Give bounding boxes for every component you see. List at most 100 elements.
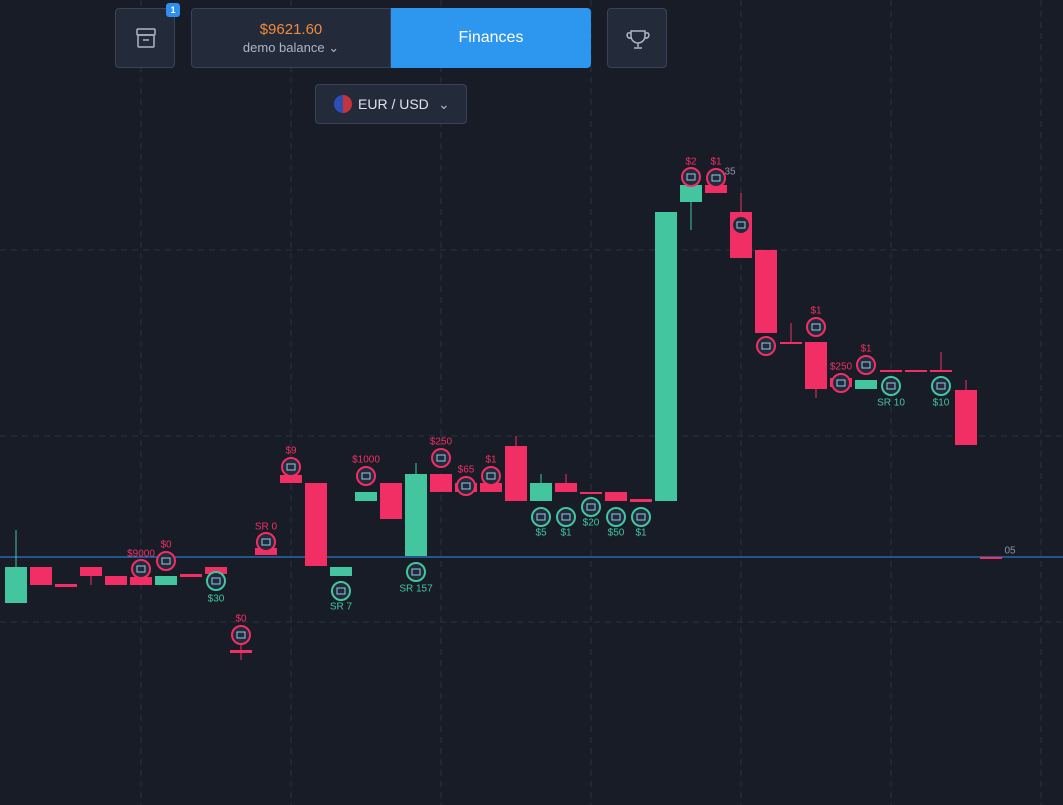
candle-body	[755, 250, 777, 333]
trade-marker	[631, 507, 651, 527]
trade-icon	[686, 173, 696, 181]
trade-label: $1	[635, 528, 647, 539]
candle-body	[430, 474, 452, 492]
trade-marker	[756, 336, 776, 356]
account-type: demo balance ⌄	[242, 40, 340, 55]
candle-body	[580, 492, 602, 494]
trade-label: $9000	[127, 549, 155, 560]
trade-marker	[581, 497, 601, 517]
trade-icon	[811, 323, 821, 331]
trade-icon	[261, 538, 271, 546]
candle-body	[380, 483, 402, 519]
pair-selector[interactable]: EUR / USD ⌄	[315, 84, 467, 124]
trade-label: $5	[535, 528, 547, 539]
candle-body	[805, 342, 827, 389]
trade-icon	[861, 361, 871, 369]
badge: 1	[166, 3, 180, 17]
trade-marker	[206, 571, 226, 591]
trade-label: $0	[235, 614, 247, 625]
candle-body	[105, 576, 127, 585]
candle-body	[655, 212, 677, 501]
balance: $9621.60	[259, 21, 323, 38]
trade-marker	[131, 559, 151, 579]
trade-label: $0	[160, 540, 172, 551]
trade-icon	[236, 631, 246, 639]
trade-icon	[136, 565, 146, 573]
trade-marker	[931, 376, 951, 396]
balance-button[interactable]: $9621.60 demo balance ⌄	[191, 8, 391, 68]
trade-label: $9	[285, 446, 297, 457]
candle-body	[605, 492, 627, 501]
trade-marker	[281, 457, 301, 477]
pair-label: EUR / USD	[358, 96, 429, 112]
trade-marker	[831, 373, 851, 393]
trade-label: $1	[560, 528, 572, 539]
trade-marker	[331, 581, 351, 601]
trade-marker	[706, 168, 726, 188]
trade-icon	[536, 513, 546, 521]
portfolio-button[interactable]: 1	[115, 3, 180, 68]
trade-marker	[456, 476, 476, 496]
trade-label: $1000	[352, 455, 380, 466]
trade-label: $1	[810, 306, 822, 317]
candle-body	[55, 584, 77, 587]
trophy-icon	[626, 30, 650, 49]
candle-body	[680, 185, 702, 202]
trade-icon	[761, 342, 771, 350]
trade-icon	[736, 221, 746, 229]
trade-marker	[256, 532, 276, 552]
trade-icon	[436, 454, 446, 462]
trade-marker	[231, 625, 251, 645]
trade-label: $20	[583, 518, 600, 529]
price-label: 05	[1004, 546, 1016, 557]
candle-body	[930, 370, 952, 372]
trade-label: $10	[933, 398, 950, 409]
candle-body	[480, 483, 502, 492]
dropdown-arrow: ⌄	[438, 96, 450, 112]
portfolio-icon	[136, 28, 156, 48]
candle-body	[555, 483, 577, 492]
stacked-count: 35	[724, 167, 736, 178]
trade-icon	[586, 503, 596, 511]
candle-body	[905, 370, 927, 372]
candle-body	[180, 574, 202, 577]
trade-label: $65	[458, 465, 475, 476]
trade-label: $250	[830, 362, 853, 373]
trade-marker	[681, 167, 701, 187]
candle-body	[505, 446, 527, 501]
trade-icon	[886, 382, 896, 390]
trade-icon	[211, 577, 221, 585]
trade-marker	[856, 355, 876, 375]
trade-icon	[286, 463, 296, 471]
candle-body	[230, 650, 252, 653]
trade-marker	[531, 507, 551, 527]
candle-body	[880, 370, 902, 372]
trade-label: $50	[608, 528, 625, 539]
trade-label: SR 157	[399, 584, 433, 595]
candle-body	[530, 483, 552, 501]
trade-marker	[481, 466, 501, 486]
trade-icon	[611, 513, 621, 521]
trade-icon	[361, 472, 371, 480]
candle-body	[130, 577, 152, 585]
tournaments-button[interactable]	[607, 8, 667, 68]
candle-body	[405, 474, 427, 556]
trade-label: $2	[685, 157, 697, 168]
trade-icon	[161, 557, 171, 565]
trade-icon	[336, 587, 346, 595]
candle-body	[630, 499, 652, 502]
candle-body	[855, 380, 877, 389]
finances-button[interactable]: Finances	[391, 8, 591, 68]
trade-label: SR 7	[330, 602, 353, 613]
trade-label: $250	[430, 437, 453, 448]
trade-label: $1	[860, 344, 872, 355]
trade-label: $1	[710, 157, 722, 168]
candle-body	[205, 567, 227, 574]
candle-body	[80, 567, 102, 576]
trade-icon	[486, 472, 496, 480]
trade-label: SR 0	[255, 522, 278, 533]
trade-marker	[881, 376, 901, 396]
candle-body	[355, 492, 377, 501]
